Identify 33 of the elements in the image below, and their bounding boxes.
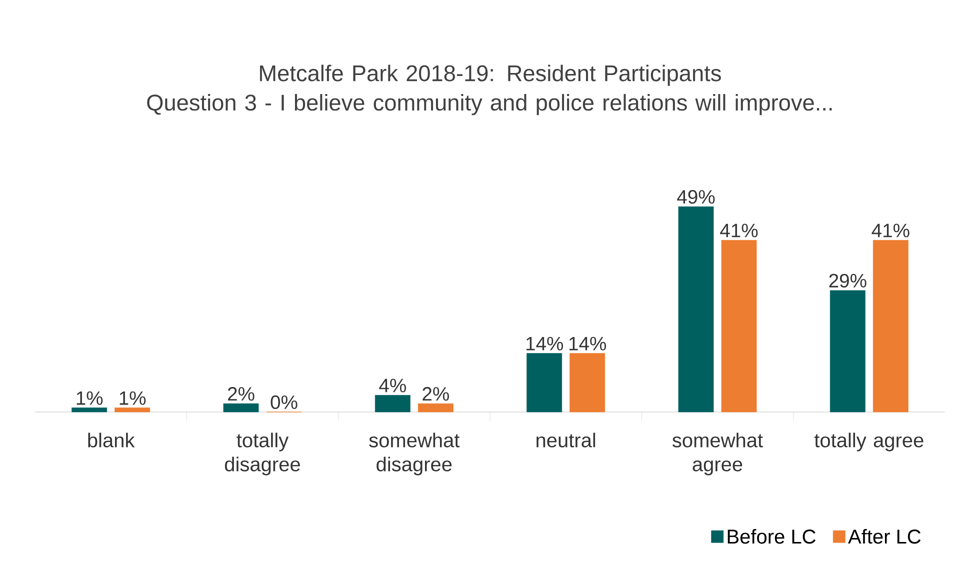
data-label: 49% — [677, 190, 715, 204]
chart-title: Metcalfe Park 2018-19: Resident Participants — [260, 64, 721, 86]
bar — [223, 403, 259, 412]
bar — [72, 408, 108, 412]
bar — [114, 408, 150, 412]
bar — [418, 403, 454, 412]
x-tick-label: totally agree — [814, 432, 924, 452]
x-tick-label: totally disagree — [224, 432, 300, 476]
data-label: 2% — [228, 387, 254, 401]
data-label: 1% — [120, 391, 146, 405]
bar — [526, 353, 562, 412]
data-label: 14% — [526, 336, 564, 350]
data-label: 14% — [569, 336, 606, 350]
legend-label: After LC — [848, 529, 921, 544]
legend-label: Before LC — [728, 529, 816, 544]
x-tick-label: somewhat disagree — [369, 432, 460, 476]
x-tick-label: neutral — [536, 432, 596, 448]
data-label: 0% — [270, 395, 298, 410]
bar — [830, 290, 866, 412]
chart-subtitle: Question 3 - I believe community and police relations will improve... — [147, 94, 832, 116]
bar — [678, 206, 714, 412]
data-label: 29% — [829, 274, 866, 288]
bar — [872, 240, 908, 412]
data-label: 1% — [76, 391, 103, 405]
bar — [721, 240, 757, 412]
data-label: 2% — [422, 387, 449, 401]
data-label: 4% — [379, 378, 406, 392]
bar — [570, 353, 606, 412]
x-tick-label: blank — [88, 432, 135, 448]
bar — [374, 395, 410, 412]
data-label: 41% — [720, 224, 758, 238]
data-label: 41% — [872, 224, 910, 238]
x-tick-label: somewhat agree — [672, 432, 763, 476]
